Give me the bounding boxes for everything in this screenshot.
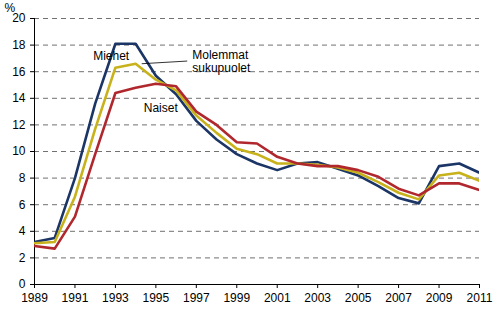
svg-text:1989: 1989 [21,291,48,305]
svg-text:6: 6 [19,198,26,212]
svg-text:Naiset: Naiset [144,101,179,115]
svg-text:2003: 2003 [304,291,331,305]
svg-text:1993: 1993 [102,291,129,305]
svg-text:%: % [5,1,16,15]
svg-text:Miehet: Miehet [93,49,130,63]
svg-text:2007: 2007 [385,291,412,305]
svg-text:2009: 2009 [426,291,453,305]
svg-text:10: 10 [12,144,26,158]
svg-text:14: 14 [12,91,26,105]
svg-text:4: 4 [19,224,26,238]
svg-text:2005: 2005 [345,291,372,305]
svg-text:2001: 2001 [264,291,291,305]
svg-text:1991: 1991 [62,291,89,305]
svg-text:16: 16 [12,65,26,79]
svg-text:2011: 2011 [467,291,493,305]
svg-text:0: 0 [19,277,26,291]
svg-text:20: 20 [12,11,26,26]
svg-text:12: 12 [12,118,26,132]
svg-text:18: 18 [12,38,26,52]
svg-text:1997: 1997 [183,291,210,305]
svg-text:1995: 1995 [143,291,170,305]
svg-text:1999: 1999 [223,291,250,305]
svg-text:8: 8 [19,171,26,185]
svg-text:2: 2 [19,251,26,265]
svg-text:Molemmatsukupuolet: Molemmatsukupuolet [192,48,251,75]
